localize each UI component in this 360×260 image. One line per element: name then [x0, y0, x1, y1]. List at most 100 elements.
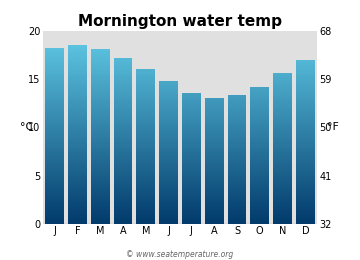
Bar: [45, 129, 64, 130]
Bar: [159, 177, 178, 178]
Bar: [205, 198, 224, 199]
Bar: [91, 63, 109, 64]
Bar: [91, 172, 109, 173]
Bar: [296, 151, 315, 152]
Bar: [251, 178, 269, 179]
Bar: [205, 98, 224, 99]
Bar: [296, 202, 315, 203]
Bar: [114, 208, 132, 209]
Bar: [296, 120, 315, 121]
Bar: [182, 205, 201, 206]
Bar: [68, 150, 87, 151]
Bar: [205, 116, 224, 117]
Bar: [182, 158, 201, 159]
Bar: [228, 153, 246, 154]
Bar: [228, 97, 246, 98]
Bar: [273, 75, 292, 76]
Bar: [68, 86, 87, 87]
Bar: [91, 83, 109, 84]
Bar: [45, 193, 64, 194]
Bar: [136, 125, 155, 126]
Bar: [182, 119, 201, 120]
Bar: [273, 101, 292, 102]
Bar: [251, 192, 269, 193]
Bar: [251, 159, 269, 160]
Bar: [68, 84, 87, 85]
Bar: [205, 187, 224, 188]
Bar: [251, 189, 269, 190]
Bar: [91, 74, 109, 75]
Bar: [273, 177, 292, 178]
Bar: [205, 131, 224, 132]
Bar: [182, 195, 201, 196]
Bar: [159, 216, 178, 217]
Bar: [159, 167, 178, 168]
Bar: [114, 79, 132, 80]
Bar: [159, 129, 178, 130]
Bar: [91, 152, 109, 153]
Bar: [159, 118, 178, 119]
Bar: [296, 138, 315, 139]
Bar: [68, 195, 87, 196]
Bar: [114, 125, 132, 126]
Bar: [273, 91, 292, 92]
Bar: [45, 138, 64, 139]
Bar: [114, 191, 132, 192]
Bar: [45, 196, 64, 197]
Bar: [273, 130, 292, 131]
Bar: [296, 85, 315, 86]
Bar: [91, 75, 109, 76]
Bar: [91, 95, 109, 96]
Bar: [273, 161, 292, 162]
Bar: [205, 196, 224, 197]
Bar: [45, 78, 64, 79]
Bar: [68, 96, 87, 97]
Bar: [68, 174, 87, 176]
Bar: [136, 200, 155, 202]
Bar: [91, 194, 109, 195]
Bar: [91, 185, 109, 186]
Bar: [228, 218, 246, 219]
Bar: [136, 124, 155, 125]
Bar: [296, 126, 315, 127]
Bar: [228, 143, 246, 144]
Bar: [228, 176, 246, 177]
Bar: [273, 137, 292, 138]
Bar: [273, 150, 292, 151]
Bar: [251, 107, 269, 108]
Bar: [114, 219, 132, 220]
Bar: [251, 194, 269, 195]
Bar: [205, 190, 224, 191]
Bar: [251, 214, 269, 215]
Bar: [205, 165, 224, 166]
Bar: [228, 117, 246, 118]
Bar: [296, 216, 315, 217]
Bar: [182, 160, 201, 161]
Bar: [114, 198, 132, 199]
Bar: [91, 64, 109, 65]
Bar: [45, 200, 64, 202]
Bar: [68, 144, 87, 145]
Bar: [68, 126, 87, 127]
Bar: [205, 154, 224, 155]
Bar: [228, 207, 246, 208]
Bar: [273, 162, 292, 163]
Bar: [136, 137, 155, 138]
Bar: [205, 103, 224, 104]
Bar: [91, 106, 109, 107]
Bar: [114, 87, 132, 88]
Bar: [296, 60, 315, 61]
Bar: [159, 182, 178, 183]
Bar: [182, 156, 201, 157]
Bar: [91, 104, 109, 105]
Bar: [114, 82, 132, 83]
Bar: [114, 108, 132, 109]
Bar: [296, 128, 315, 129]
Bar: [205, 133, 224, 134]
Bar: [273, 179, 292, 180]
Bar: [182, 209, 201, 210]
Bar: [228, 216, 246, 217]
Bar: [91, 140, 109, 141]
Bar: [136, 173, 155, 174]
Bar: [91, 124, 109, 125]
